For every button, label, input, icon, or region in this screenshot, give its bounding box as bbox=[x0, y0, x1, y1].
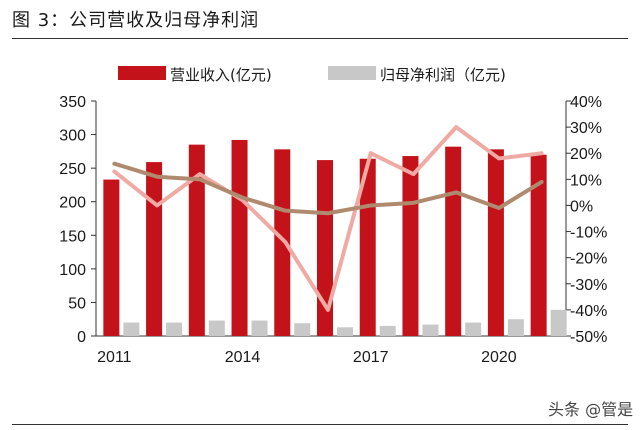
right-tick-label: 30% bbox=[570, 120, 602, 137]
net-profit-bar bbox=[465, 322, 482, 336]
revenue-bar bbox=[103, 179, 120, 336]
right-tick-label: 40% bbox=[570, 94, 602, 111]
legend-revenue-swatch bbox=[118, 66, 166, 80]
revenue-bar bbox=[231, 139, 248, 336]
right-tick-label: -20% bbox=[570, 251, 607, 268]
left-tick-label: 150 bbox=[59, 228, 86, 245]
revenue-bar bbox=[445, 146, 462, 336]
left-tick-label: 50 bbox=[68, 295, 86, 312]
chart-title: 图 3：公司营收及归母净利润 bbox=[12, 10, 260, 31]
x-tick-label: 2014 bbox=[225, 349, 261, 366]
revenue-bar bbox=[188, 144, 205, 336]
right-tick-label: -40% bbox=[570, 303, 607, 320]
revenue-bar bbox=[402, 156, 419, 336]
left-tick-label: 350 bbox=[59, 94, 86, 111]
profit-growth-line bbox=[112, 125, 544, 312]
right-tick-label: -50% bbox=[570, 329, 607, 346]
watermark: 头条 @管是 bbox=[548, 400, 634, 419]
right-tick-label: 20% bbox=[570, 146, 602, 163]
bottom-divider bbox=[12, 424, 628, 425]
revenue-bar bbox=[359, 158, 376, 336]
revenue-bar bbox=[317, 160, 333, 336]
net-profit-bar bbox=[422, 324, 439, 336]
legend-net-profit-label: 归母净利润（亿元) bbox=[380, 66, 506, 84]
net-profit-bar bbox=[251, 320, 268, 336]
title-divider bbox=[12, 38, 628, 39]
left-tick-label: 250 bbox=[59, 161, 86, 178]
legend-net-profit-swatch bbox=[328, 66, 376, 80]
left-tick-label: 200 bbox=[59, 195, 86, 212]
net-profit-bar bbox=[507, 319, 524, 336]
right-tick-label: -10% bbox=[570, 225, 607, 242]
x-tick-label: 2020 bbox=[481, 349, 517, 366]
net-profit-bar bbox=[208, 320, 225, 336]
revenue-growth-line bbox=[112, 161, 544, 216]
revenue-bar bbox=[487, 149, 504, 336]
left-tick-label: 0 bbox=[77, 329, 86, 346]
revenue-bar bbox=[146, 162, 163, 336]
right-tick-label: 0% bbox=[570, 198, 593, 215]
net-profit-bar bbox=[550, 309, 567, 336]
x-tick-label: 2017 bbox=[353, 349, 389, 366]
x-tick-label: 2011 bbox=[97, 349, 132, 366]
right-tick-label: -30% bbox=[570, 277, 607, 294]
net-profit-bar bbox=[294, 323, 311, 336]
net-profit-bar bbox=[379, 325, 396, 336]
left-tick-label: 100 bbox=[59, 262, 86, 279]
net-profit-bar bbox=[166, 322, 183, 336]
legend-revenue-label: 营业收入(亿元) bbox=[170, 66, 272, 84]
revenue-bar bbox=[530, 154, 547, 336]
left-tick-label: 300 bbox=[59, 128, 86, 145]
revenue-bar bbox=[274, 149, 291, 336]
net-profit-bar bbox=[123, 322, 140, 336]
net-profit-bar bbox=[337, 327, 353, 336]
right-tick-label: 10% bbox=[570, 172, 602, 189]
